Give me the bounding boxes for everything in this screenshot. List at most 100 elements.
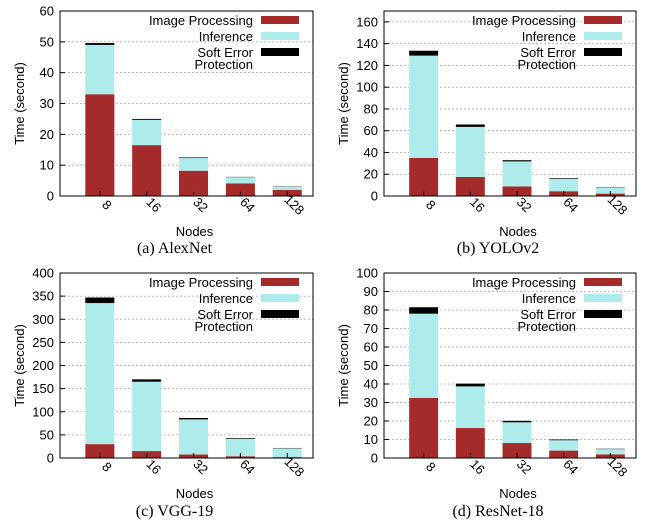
bar-soft-error-32: [179, 157, 209, 159]
legend-swatch-image-processing: [584, 16, 622, 24]
bar-inference-8: [85, 44, 115, 95]
legend-label-inference: Inference: [522, 29, 576, 44]
x-tick-label: 8: [99, 459, 115, 475]
bar-image-processing-16: [132, 145, 162, 196]
y-tick-label: 140: [356, 36, 378, 51]
plot-frame: [383, 10, 637, 197]
y-tick-label: 0: [371, 451, 378, 466]
plot-frame: [59, 272, 314, 459]
panel-caption: (d) ResNet-18: [452, 503, 543, 520]
legend-label-image-processing: Image Processing: [472, 275, 576, 290]
y-tick-label: 350: [32, 289, 54, 304]
legend-swatch-soft-error: [261, 48, 299, 56]
x-tick-label: 8: [423, 459, 439, 475]
bar-soft-error-16: [132, 118, 162, 120]
legend-label-soft-error-line2: Protection: [194, 57, 253, 72]
plot-frame: [383, 272, 637, 459]
y-tick-label: 400: [32, 266, 54, 281]
legend-label-inference: Inference: [199, 291, 253, 306]
bar-image-processing-8: [85, 94, 115, 196]
x-axis-label: Nodes: [499, 224, 537, 239]
y-tick-label: 0: [371, 189, 378, 204]
x-tick-label: 64: [237, 194, 258, 215]
y-tick-label: 60: [40, 4, 54, 19]
bar-inference-64: [549, 440, 579, 451]
y-tick-label: 60: [364, 340, 378, 355]
y-tick-label: 300: [32, 312, 54, 327]
y-tick-label: 60: [364, 123, 378, 138]
legend-swatch-image-processing: [261, 278, 299, 286]
legend-label-soft-error: Soft Error: [520, 307, 576, 322]
x-tick-label: 32: [514, 194, 535, 215]
x-tick-label: 64: [560, 194, 581, 215]
bar-soft-error-32: [502, 160, 532, 162]
y-tick-label: 40: [40, 65, 54, 80]
bar-inference-16: [455, 126, 485, 177]
legend-label-soft-error: Soft Error: [197, 45, 253, 60]
y-tick-label: 0: [47, 451, 54, 466]
legend-label-image-processing: Image Processing: [472, 13, 576, 28]
y-axis-label: Time (second): [336, 324, 351, 407]
bar-inference-64: [225, 177, 255, 184]
bar-inference-32: [502, 161, 532, 187]
y-tick-label: 160: [356, 14, 378, 29]
bar-inference-128: [272, 448, 302, 458]
y-tick-label: 100: [356, 80, 378, 95]
bar-inference-64: [225, 438, 255, 457]
bar-image-processing-8: [85, 444, 115, 458]
plot-frame: [59, 10, 314, 197]
bar-inference-64: [549, 178, 579, 192]
x-tick-label: 32: [190, 194, 211, 215]
bar-image-processing-8: [409, 157, 439, 196]
legend-label-soft-error-line2: Protection: [517, 57, 576, 72]
bar-image-processing-8: [409, 397, 439, 458]
y-axis-label: Time (second): [336, 62, 351, 145]
x-tick-label: 8: [99, 197, 115, 213]
bar-soft-error-64: [549, 178, 579, 179]
bar-soft-error-32: [179, 417, 209, 420]
bar-inference-16: [455, 386, 485, 429]
y-tick-label: 40: [364, 377, 378, 392]
bar-soft-error-32: [502, 420, 532, 423]
legend-swatch-image-processing: [584, 278, 622, 286]
bar-soft-error-8: [85, 297, 115, 304]
x-tick-label: 16: [467, 456, 488, 477]
y-tick-label: 90: [364, 284, 378, 299]
x-tick-label: 8: [423, 197, 439, 213]
legend-label-soft-error: Soft Error: [520, 45, 576, 60]
y-tick-label: 70: [364, 321, 378, 336]
y-tick-label: 20: [364, 167, 378, 182]
y-axis-label: Time (second): [12, 62, 27, 145]
x-tick-label: 64: [237, 456, 258, 477]
legend-swatch-soft-error: [584, 48, 622, 56]
legend-label-soft-error-line2: Protection: [517, 319, 576, 334]
x-tick-label: 16: [143, 194, 164, 215]
legend-label-inference: Inference: [522, 291, 576, 306]
bar-soft-error-64: [549, 439, 579, 441]
bar-inference-16: [132, 381, 162, 452]
x-tick-label: 32: [514, 456, 535, 477]
y-tick-label: 50: [40, 427, 54, 442]
x-tick-label: 16: [143, 456, 164, 477]
y-tick-label: 20: [40, 127, 54, 142]
legend-swatch-inference: [584, 32, 622, 40]
legend-swatch-image-processing: [261, 16, 299, 24]
legend-swatch-soft-error: [261, 310, 299, 318]
y-tick-label: 80: [364, 303, 378, 318]
x-tick-label: 16: [467, 194, 488, 215]
bar-soft-error-8: [409, 50, 439, 56]
bar-inference-128: [595, 449, 625, 455]
legend-swatch-inference: [261, 32, 299, 40]
y-tick-label: 40: [364, 145, 378, 160]
y-tick-label: 50: [40, 34, 54, 49]
bar-inference-8: [409, 313, 439, 398]
y-axis-label: Time (second): [12, 324, 27, 407]
x-tick-label: 64: [560, 456, 581, 477]
legend-swatch-inference: [261, 294, 299, 302]
bar-image-processing-64: [225, 183, 255, 196]
y-tick-label: 30: [40, 96, 54, 111]
y-tick-label: 0: [47, 189, 54, 204]
